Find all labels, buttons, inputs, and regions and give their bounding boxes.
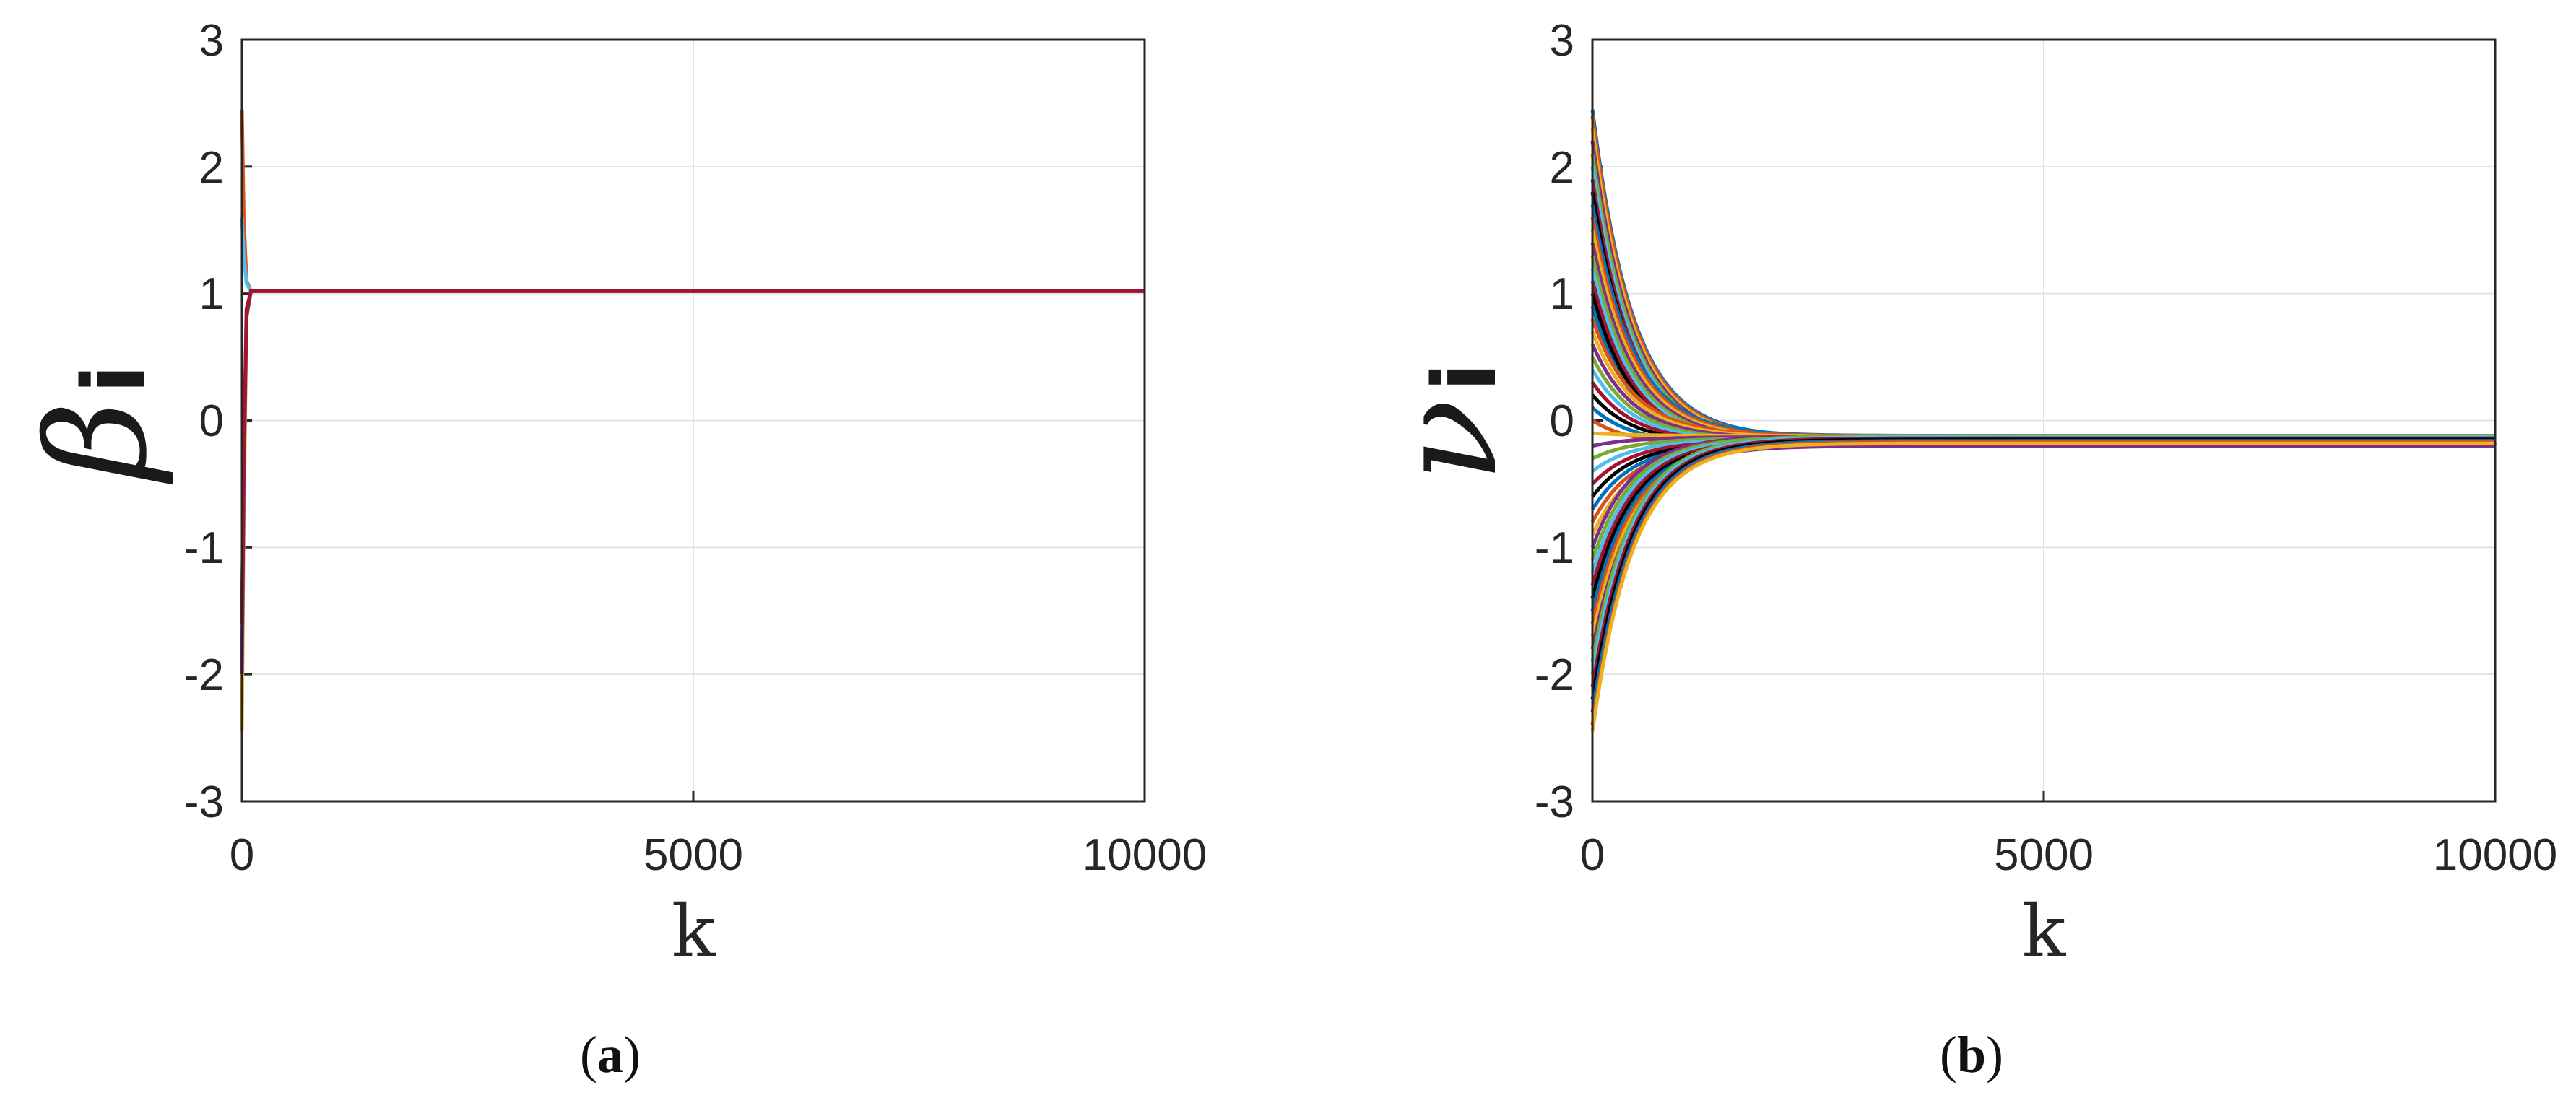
panel-a-ytick-label: 3: [199, 16, 224, 66]
panel-a-ytick-label: -3: [184, 777, 224, 827]
panel-b-ytick-label: 2: [1550, 143, 1574, 193]
panel-a-ylabel-subscript: i: [65, 365, 165, 394]
panel-b-ytick-label: -1: [1535, 523, 1574, 573]
panel-a-xtick-label: 5000: [643, 830, 743, 880]
panel-b-ytick-label: 1: [1550, 269, 1574, 319]
panel-a-ytick-label: 2: [199, 143, 224, 193]
panel-a: 3 2 1 0 -1 -2 -3 0 5000 10000 k β i (a): [17, 16, 1207, 1084]
panel-b-series-line: [1590, 441, 2497, 732]
panel-a-tag: (a): [580, 1026, 641, 1084]
panel-b-xtick-label: 10000: [2433, 830, 2557, 880]
panel-b-ytick-label: 3: [1550, 16, 1574, 66]
panel-a-xtick-label: 10000: [1083, 830, 1207, 880]
panel-b-xtick-label: 5000: [1994, 830, 2094, 880]
panel-b-xticks: 0 5000 10000: [1580, 830, 2557, 880]
panel-a-xtick-label: 0: [230, 830, 254, 880]
panel-a-series: [240, 109, 1145, 732]
panel-a-axes-box: [240, 38, 1146, 803]
panel-a-ytick-label: -2: [184, 650, 224, 700]
panel-a-xlabel: k: [672, 889, 716, 974]
panel-a-yticks: 3 2 1 0 -1 -2 -3: [184, 16, 224, 827]
panel-a-ytick-label: 0: [199, 396, 224, 446]
panel-a-ytick-label: -1: [184, 523, 224, 573]
panel-b-ylabel-subscript: i: [1415, 362, 1516, 392]
panel-b-grid: [1591, 38, 2497, 803]
panel-b-axes-box: [1591, 38, 2497, 803]
panel-b-yticks: 3 2 1 0 -1 -2 -3: [1535, 16, 1574, 827]
panel-b-tag: (b): [1940, 1026, 2003, 1084]
panel-b-xtick-label: 0: [1580, 830, 1605, 880]
panel-a-grid: [240, 38, 1146, 803]
panel-a-series-line: [240, 289, 1145, 624]
panel-b-ytick-label: 0: [1550, 396, 1574, 446]
panel-a-tag-letter: a: [597, 1026, 623, 1084]
panel-a-xticks: 0 5000 10000: [230, 830, 1207, 880]
panel-b-ytick-label: -2: [1535, 650, 1574, 700]
panel-b-xlabel: k: [2022, 889, 2067, 974]
panel-b-ylabel-symbol: ν: [1368, 399, 1527, 483]
panel-a-ylabel-symbol: β: [17, 401, 177, 485]
panel-b-series: [1590, 109, 2497, 732]
panel-a-ylabel: β i: [17, 365, 177, 485]
panel-a-ytick-label: 1: [199, 269, 224, 319]
panel-b-ylabel: ν i: [1368, 362, 1527, 483]
panel-a-ylabel-text: β i: [17, 365, 177, 485]
panel-b-ytick-label: -3: [1535, 777, 1574, 827]
panel-b: 3 2 1 0 -1 -2 -3 0 5000 10000 k ν i (b): [1368, 16, 2557, 1084]
panel-b-tag-letter: b: [1957, 1026, 1986, 1084]
panel-b-ylabel-text: ν i: [1368, 362, 1527, 483]
